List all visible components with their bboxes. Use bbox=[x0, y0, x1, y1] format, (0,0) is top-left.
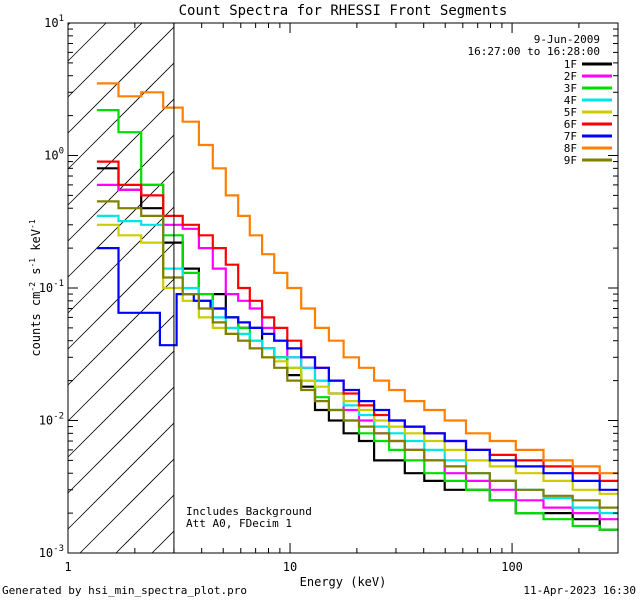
hatch-line bbox=[67, 22, 143, 98]
y-tick-exp: -1 bbox=[53, 279, 64, 289]
x-axis-label: Energy (keV) bbox=[300, 575, 387, 589]
series-3F bbox=[96, 109, 618, 531]
y-tick-base: 10 bbox=[44, 16, 58, 30]
y-tick-exp: -3 bbox=[53, 544, 64, 554]
y-tick-label: 10-2 bbox=[39, 412, 64, 428]
y-tick-label: 10-3 bbox=[39, 544, 64, 560]
legend-label-8F: 8F bbox=[564, 142, 577, 155]
y-label-unit: keV bbox=[29, 229, 43, 258]
hatch-line bbox=[151, 530, 175, 554]
hatch-line bbox=[67, 62, 175, 170]
y-tick-base: 10 bbox=[44, 149, 58, 163]
hatch-line bbox=[115, 494, 175, 554]
series-layer bbox=[96, 82, 618, 531]
chart-title: Count Spectra for RHESSI Front Segments bbox=[179, 3, 508, 19]
y-tick-base: 10 bbox=[39, 281, 53, 295]
series-9F bbox=[96, 200, 618, 509]
y-axis-label: counts cm-2 s-1 keV-1 bbox=[28, 219, 43, 356]
hatch-line bbox=[67, 278, 175, 386]
hatch-line bbox=[67, 170, 175, 278]
y-tick-label: 101 bbox=[44, 14, 64, 30]
generated-timestamp: 11-Apr-2023 16:30 bbox=[523, 584, 636, 597]
hatch-line bbox=[67, 242, 175, 350]
y-tick-exp: -2 bbox=[53, 412, 64, 422]
y-tick-exp: 0 bbox=[59, 147, 64, 157]
legend-label-6F: 6F bbox=[564, 118, 577, 131]
hatch-line bbox=[67, 206, 175, 314]
x-axis-ticks: 1 10 100 bbox=[64, 23, 619, 574]
legend-label-5F: 5F bbox=[564, 106, 577, 119]
y-label-mid: s bbox=[29, 268, 43, 282]
generated-by-label: Generated by hsi_min_spectra_plot.pro bbox=[2, 584, 247, 597]
hatch-line bbox=[67, 98, 175, 206]
legend-label-4F: 4F bbox=[564, 94, 577, 107]
y-tick-label: 10-1 bbox=[39, 279, 64, 295]
y-tick-base: 10 bbox=[39, 414, 53, 428]
x-tick-label: 100 bbox=[501, 560, 523, 574]
hatch-line bbox=[67, 314, 175, 422]
legend-label-7F: 7F bbox=[564, 130, 577, 143]
y-label-base: counts cm bbox=[29, 292, 43, 357]
y-label-exp2: -1 bbox=[28, 258, 37, 268]
y-tick-label: 100 bbox=[44, 147, 64, 163]
hatch-line bbox=[67, 350, 175, 458]
annotation-background: Includes Background bbox=[186, 505, 312, 518]
y-tick-exp: 1 bbox=[59, 14, 64, 24]
hatch-line bbox=[67, 22, 107, 62]
attenuator-hatch-region bbox=[67, 22, 175, 554]
series-8F bbox=[96, 82, 618, 475]
series-5F bbox=[96, 223, 618, 495]
series-4F bbox=[96, 214, 618, 515]
legend-label-2F: 2F bbox=[564, 70, 577, 83]
hatch-line bbox=[67, 134, 175, 242]
legend-label-3F: 3F bbox=[564, 82, 577, 95]
x-tick-label: 1 bbox=[64, 560, 71, 574]
x-tick-label: 10 bbox=[283, 560, 297, 574]
hatch-line bbox=[67, 26, 175, 134]
annotation-attenuator: Att A0, FDecim 1 bbox=[186, 517, 292, 530]
hatch-line bbox=[67, 422, 175, 530]
series-7F bbox=[96, 247, 618, 491]
y-label-exp3: -1 bbox=[28, 219, 37, 229]
hatch-line bbox=[67, 386, 175, 494]
legend-label-1F: 1F bbox=[564, 58, 577, 71]
series-1F bbox=[96, 167, 618, 531]
y-tick-base: 10 bbox=[39, 546, 53, 560]
hatch-line bbox=[79, 458, 175, 554]
legend-label-9F: 9F bbox=[564, 154, 577, 167]
date-label: 9-Jun-2009 bbox=[534, 33, 600, 46]
y-label-exp1: -2 bbox=[28, 282, 37, 292]
time-range-label: 16:27:00 to 16:28:00 bbox=[468, 45, 600, 58]
